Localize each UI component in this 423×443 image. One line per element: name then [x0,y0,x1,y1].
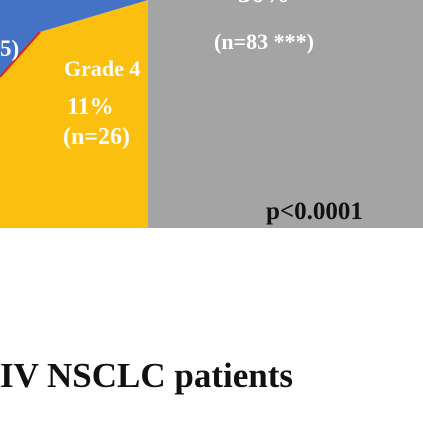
slice-label-yellow-name: Grade 4 [64,56,141,81]
background-lower [0,228,423,443]
slice-label-yellow-percent: 11% [67,94,114,120]
slice-label-gray-count: (n=83 ***) [214,29,314,54]
pie-divider-red [0,31,41,78]
slice-label-gray-percent: 36% [238,0,290,8]
pie-slice-yellow [0,0,148,228]
p-value-annotation: p<0.0001 [266,198,363,225]
pie-slice-gray [148,0,423,228]
slice-label-yellow-count: (n=26) [63,124,131,150]
chart-caption: IV NSCLC patients [0,356,294,395]
slice-label-blue-count: 5) [0,36,20,61]
pie-slice-blue [0,0,148,77]
